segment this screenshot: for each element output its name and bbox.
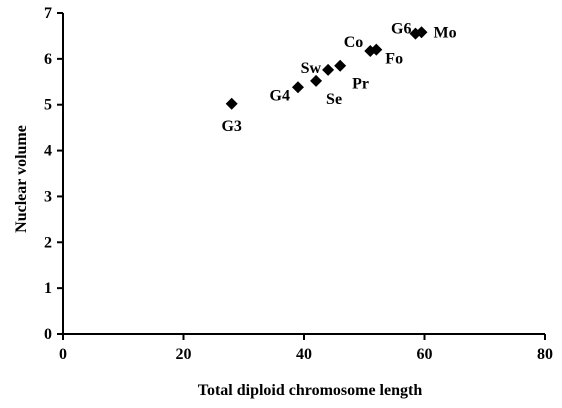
y-tick-label: 7 (44, 5, 52, 22)
y-tick-label: 2 (44, 234, 52, 251)
y-tick-label: 3 (44, 188, 52, 205)
point-label-g6: G6 (391, 21, 411, 38)
point-label-co: Co (344, 34, 364, 51)
y-tick-label: 5 (44, 97, 52, 114)
ticks: 0 20 40 60 80 0 1 2 3 4 5 6 7 (44, 5, 553, 363)
y-tick-label: 1 (44, 280, 52, 297)
data-point-sw (322, 63, 335, 76)
x-axis-title: Total diploid chromosome length (198, 382, 423, 399)
data-point-g3 (225, 97, 238, 110)
x-tick-label: 0 (59, 346, 67, 363)
point-label-g3: G3 (221, 118, 241, 135)
x-tick-label: 80 (537, 346, 553, 363)
x-tick-label: 60 (417, 346, 433, 363)
x-tick-label: 20 (176, 346, 192, 363)
y-tick-label: 6 (44, 51, 52, 68)
data-point-g6 (409, 27, 422, 40)
data-point-pr (334, 59, 347, 72)
point-label-pr: Pr (352, 76, 369, 93)
data-point-g4 (291, 81, 304, 94)
y-tick-label: 0 (44, 326, 52, 343)
y-tick-label: 4 (44, 143, 52, 160)
point-label-fo: Fo (385, 51, 403, 68)
data-point-mo (415, 26, 428, 39)
data-points (225, 26, 428, 110)
y-axis-title: Nuclear volume (13, 125, 30, 233)
point-label-sw: Sw (301, 60, 322, 77)
data-point-se (310, 74, 323, 87)
point-label-g4: G4 (270, 87, 290, 104)
data-point-fo (370, 43, 383, 56)
point-label-se: Se (326, 91, 342, 108)
x-tick-label: 40 (296, 346, 312, 363)
point-label-mo: Mo (433, 24, 456, 41)
